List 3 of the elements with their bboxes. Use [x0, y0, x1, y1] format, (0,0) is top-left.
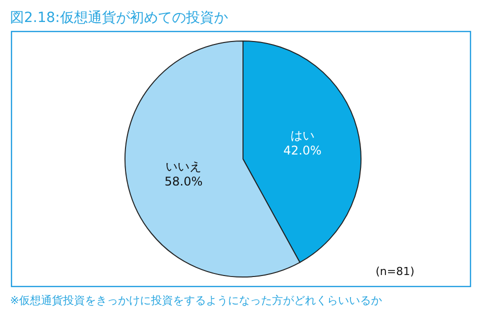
- title: 図2.18:仮想通貨が初めての投資か: [10, 10, 228, 26]
- annotation: ※仮想通貨投資をきっかけに投資をするようになった方がどれくらいいるか: [10, 294, 382, 307]
- annotation: (n=81): [376, 265, 414, 278]
